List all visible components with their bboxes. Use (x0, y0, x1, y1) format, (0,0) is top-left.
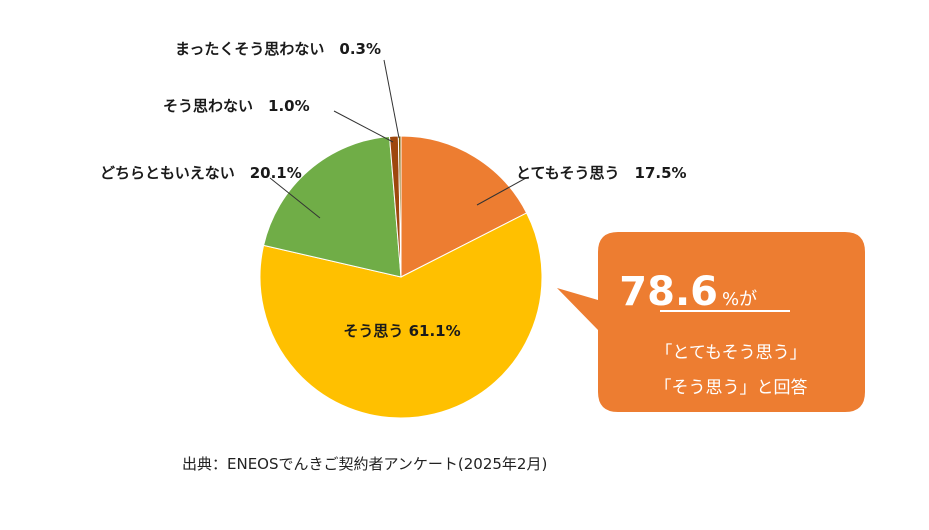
leader-line-1 (476, 177, 527, 206)
leader-line-5 (383, 59, 400, 139)
slice-label-2: そう思う 61.1% (343, 322, 460, 340)
slice-label-3: どちらともいえない 20.1% (100, 164, 302, 182)
leader-line-4 (333, 110, 394, 143)
slice-labels: とてもそう思う 17.5% そう思う 61.1% どちらともいえない 20.1% そう… (100, 40, 687, 340)
leader-line-3 (269, 177, 321, 219)
pie-slices (259, 135, 543, 419)
callout-bubble (557, 232, 865, 412)
slice-label-5: まったくそう思わない 0.3% (175, 40, 381, 58)
callout-percentage: 78.6 (619, 269, 718, 315)
slice-label-1: とてもそう思う 17.5% (516, 164, 687, 182)
callout-suffix: %が (722, 289, 757, 310)
callout-box: 78.6 %が 「とてもそう思う」 「そう思う」と回答 (557, 232, 865, 412)
pie-slice-3 (262, 135, 402, 278)
leader-lines (269, 59, 527, 219)
source-note: 出典：ENEOSでんきご契約者アンケート(2025年2月) (182, 455, 547, 473)
callout-line-1: 「とてもそう思う」 (655, 343, 806, 363)
pie-slice-2 (259, 212, 543, 419)
pie-slice-1 (400, 135, 528, 278)
slice-label-4: そう思わない 1.0% (163, 97, 310, 115)
callout-line-2: 「そう思う」と回答 (655, 378, 808, 398)
